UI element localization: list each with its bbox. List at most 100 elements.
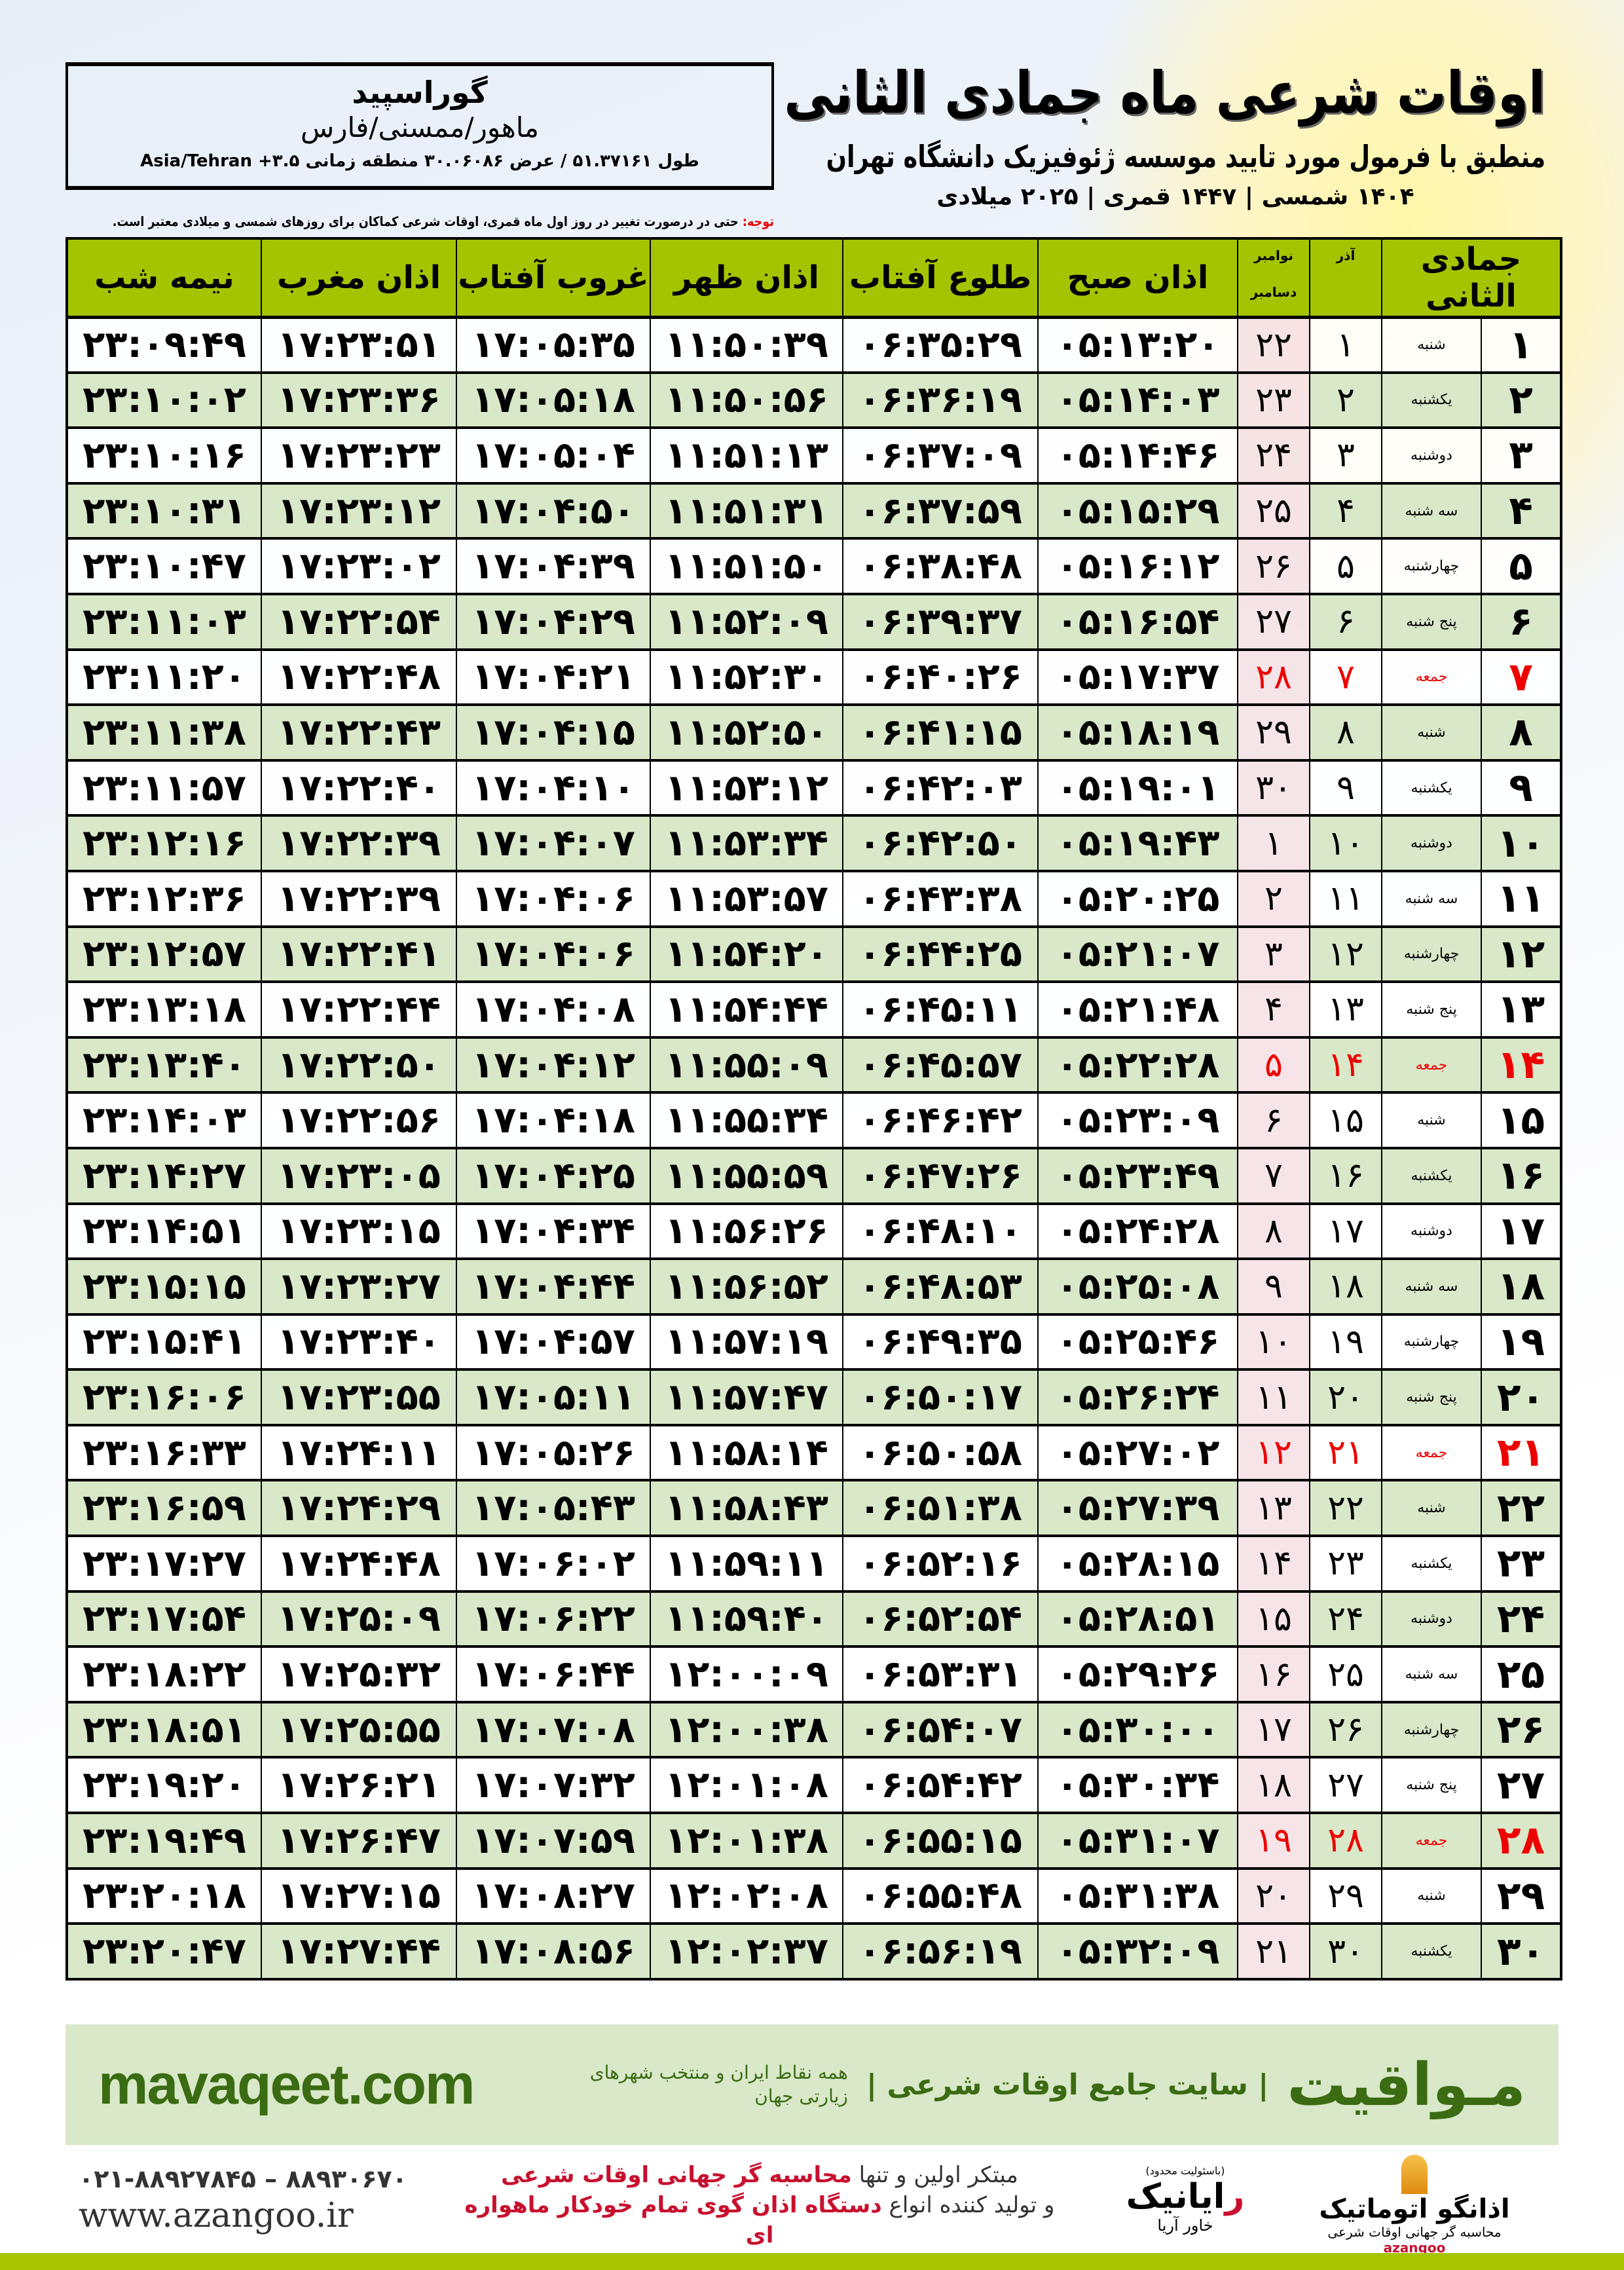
mavaqeet-banner: مـواقیت | سایت جامع اوقات شرعی | همه نقا… (65, 2024, 1559, 2145)
dhuhr-time: ۱۲:۰۲:۰۸ (650, 1867, 843, 1926)
year-line: ۱۴۰۴ شمسی | ۱۴۴۷ قمری | ۲۰۲۵ میلادی (936, 183, 1414, 210)
col-sunset: غروب آفتاب (456, 238, 651, 319)
page-subtitle: منطبق با فرمول مورد تایید موسسه ژئوفیزیک… (826, 139, 1545, 174)
weekday: سه شنبه (1381, 482, 1482, 540)
maghrib-time: ۱۷:۲۲:۳۹ (261, 815, 457, 872)
weekday: جمعه (1381, 648, 1482, 707)
azar-date: ۲۰ (1309, 1369, 1382, 1426)
midnight-time: ۲۳:۱۵:۱۵ (66, 1258, 262, 1316)
azar-date: ۶ (1309, 593, 1382, 651)
fajr-time: ۰۵:۲۰:۲۵ (1037, 870, 1238, 928)
sunset-time: ۱۷:۰۴:۴۴ (456, 1258, 651, 1316)
dhuhr-time: ۱۱:۵۰:۳۹ (650, 316, 843, 374)
weekday: یکشنبه (1381, 371, 1482, 430)
midnight-time: ۲۳:۱۱:۰۳ (66, 593, 262, 651)
midnight-time: ۲۳:۱۱:۳۸ (66, 704, 262, 762)
banner-slogan: | سایت جامع اوقات شرعی | (866, 2068, 1269, 2102)
weekday: دوشنبه (1381, 1202, 1482, 1261)
weekday: سه شنبه (1381, 870, 1482, 928)
fajr-time: ۰۵:۲۱:۴۸ (1037, 981, 1238, 1039)
sunrise-time: ۰۶:۴۸:۱۰ (842, 1202, 1039, 1261)
coordinates: طول ۵۱.۳۷۱۶۱ / عرض ۳۰.۰۶۰۸۶ منطقه زمانی … (140, 151, 699, 171)
midnight-time: ۲۳:۱۰:۱۶ (66, 427, 262, 485)
midnight-time: ۲۳:۱۸:۵۱ (66, 1701, 262, 1759)
table-row: ۱۶ یکشنبه ۱۶ ۷ ۰۵:۲۳:۴۹ ۰۶:۴۷:۲۶ ۱۱:۵۵:۵۹ ۱۷:۰۴… (66, 1147, 1562, 1205)
gregorian-date: ۲۱ (1237, 1923, 1310, 1981)
table-row: ۲۳ یکشنبه ۲۳ ۱۴ ۰۵:۲۸:۱۵ ۰۶:۵۲:۱۶ ۱۱:۵۹:۱۱ ۱۷:۰… (66, 1535, 1562, 1593)
table-header: جمادی الثانی آذر نوامبر دسامبر اذان صبح ط… (66, 238, 1562, 319)
gregorian-date: ۱۸ (1237, 1757, 1310, 1815)
table-row: ۳ دوشنبه ۳ ۲۴ ۰۵:۱۴:۴۶ ۰۶:۳۷:۰۹ ۱۱:۵۱:۱۳ ۱۷:۰۵:… (66, 427, 1562, 485)
weekday: یکشنبه (1381, 1147, 1482, 1205)
azar-date: ۲۶ (1309, 1701, 1382, 1759)
col-midnight: نیمه شب (66, 238, 262, 319)
sunrise-time: ۰۶:۳۵:۲۹ (842, 316, 1039, 374)
sunset-time: ۱۷:۰۴:۲۱ (456, 648, 651, 707)
fajr-time: ۰۵:۲۸:۱۵ (1037, 1535, 1238, 1593)
sunset-time: ۱۷:۰۸:۲۷ (456, 1867, 651, 1926)
day-number: ۲۴ (1481, 1590, 1562, 1648)
sunset-time: ۱۷:۰۴:۱۸ (456, 1092, 651, 1149)
gregorian-date: ۲۳ (1237, 371, 1310, 430)
dhuhr-time: ۱۱:۵۹:۱۱ (650, 1535, 843, 1593)
dhuhr-time: ۱۱:۵۱:۳۱ (650, 482, 843, 540)
table-row: ۹ یکشنبه ۹ ۳۰ ۰۵:۱۹:۰۱ ۰۶:۴۲:۰۳ ۱۱:۵۳:۱۲ ۱۷:۰۴:… (66, 759, 1562, 817)
maghrib-time: ۱۷:۲۳:۲۳ (261, 427, 457, 485)
maghrib-time: ۱۷:۲۲:۵۰ (261, 1036, 457, 1094)
gregorian-date: ۵ (1237, 1036, 1310, 1094)
azangoo-url[interactable]: www.azangoo.ir (79, 2196, 354, 2235)
table-row: ۲۷ پنج شنبه ۲۷ ۱۸ ۰۵:۳۰:۳۴ ۰۶:۵۴:۴۲ ۱۲:۰۱:۰۸ ۱۷… (66, 1757, 1562, 1815)
sunrise-time: ۰۶:۵۶:۱۹ (842, 1923, 1039, 1981)
midnight-time: ۲۳:۱۰:۳۱ (66, 482, 262, 540)
gregorian-date: ۴ (1237, 981, 1310, 1039)
table-row: ۲۶ چهارشنبه ۲۶ ۱۷ ۰۵:۳۰:۰۰ ۰۶:۵۴:۰۷ ۱۲:۰۰:۳۸ ۱۷… (66, 1701, 1562, 1759)
sunrise-time: ۰۶:۴۷:۲۶ (842, 1147, 1039, 1205)
region-name: ماهور/ممسنی/فارس (300, 111, 540, 143)
dhuhr-time: ۱۱:۵۵:۰۹ (650, 1036, 843, 1094)
day-number: ۲۳ (1481, 1535, 1562, 1593)
maghrib-time: ۱۷:۲۵:۵۵ (261, 1701, 457, 1759)
azar-date: ۱۳ (1309, 981, 1382, 1039)
azar-date: ۱۷ (1309, 1202, 1382, 1261)
weekday: سه شنبه (1381, 1258, 1482, 1316)
maghrib-time: ۱۷:۲۲:۵۶ (261, 1092, 457, 1149)
fajr-time: ۰۵:۲۵:۰۸ (1037, 1258, 1238, 1316)
maghrib-time: ۱۷:۲۲:۴۴ (261, 981, 457, 1039)
weekday: شنبه (1381, 1867, 1482, 1926)
dhuhr-time: ۱۱:۵۸:۴۳ (650, 1479, 843, 1538)
fajr-time: ۰۵:۱۵:۲۹ (1037, 482, 1238, 540)
weekday: شنبه (1381, 316, 1482, 374)
sunset-time: ۱۷:۰۷:۳۲ (456, 1757, 651, 1815)
col-fajr: اذان صبح (1037, 238, 1238, 319)
sunrise-time: ۰۶:۴۹:۳۵ (842, 1313, 1039, 1371)
table-row: ۲۰ پنج شنبه ۲۰ ۱۱ ۰۵:۲۶:۲۴ ۰۶:۵۰:۱۷ ۱۱:۵۷:۴۷ ۱۷… (66, 1369, 1562, 1426)
promo-line1a: مبتکر اولین و تنها (851, 2162, 1018, 2188)
day-number: ۲۵ (1481, 1646, 1562, 1703)
gregorian-date: ۲۴ (1237, 427, 1310, 485)
table-row: ۸ شنبه ۸ ۲۹ ۰۵:۱۸:۱۹ ۰۶:۴۱:۱۵ ۱۱:۵۲:۵۰ ۱۷:۰۴:۱۵… (66, 704, 1562, 762)
azar-date: ۱۰ (1309, 815, 1382, 872)
sunrise-time: ۰۶:۴۱:۱۵ (842, 704, 1039, 762)
fajr-time: ۰۵:۱۶:۱۲ (1037, 538, 1238, 595)
gregorian-date: ۱۹ (1237, 1812, 1310, 1870)
day-number: ۵ (1481, 538, 1562, 595)
azar-date: ۷ (1309, 648, 1382, 707)
table-row: ۱۲ چهارشنبه ۱۲ ۳ ۰۵:۲۱:۰۷ ۰۶:۴۴:۲۵ ۱۱:۵۴:۲۰ ۱۷:… (66, 925, 1562, 984)
gregorian-date: ۲۹ (1237, 704, 1310, 762)
sunrise-time: ۰۶:۵۲:۱۶ (842, 1535, 1039, 1593)
fajr-time: ۰۵:۲۱:۰۷ (1037, 925, 1238, 984)
mavaqeet-url[interactable]: mavaqeet.com (98, 2053, 475, 2116)
midnight-time: ۲۳:۱۲:۵۷ (66, 925, 262, 984)
note-text: حتی در درصورت تغییر در روز اول ماه قمری،… (112, 214, 743, 229)
dhuhr-time: ۱۱:۵۱:۱۳ (650, 427, 843, 485)
page-subtitle-wrap: منطبق با فرمول مورد تایید موسسه ژئوفیزیک… (805, 139, 1545, 174)
fajr-time: ۰۵:۱۴:۴۶ (1037, 427, 1238, 485)
col-gregorian: نوامبر دسامبر (1237, 238, 1310, 319)
day-number: ۱۵ (1481, 1092, 1562, 1149)
table-row: ۱۱ سه شنبه ۱۱ ۲ ۰۵:۲۰:۲۵ ۰۶:۴۳:۳۸ ۱۱:۵۳:۵۷ ۱۷:۰… (66, 870, 1562, 928)
maghrib-time: ۱۷:۲۵:۳۲ (261, 1646, 457, 1703)
sunset-time: ۱۷:۰۵:۴۳ (456, 1479, 651, 1538)
gregorian-date: ۲۵ (1237, 482, 1310, 540)
day-number: ۲۸ (1481, 1812, 1562, 1870)
azar-date: ۲ (1309, 371, 1382, 430)
